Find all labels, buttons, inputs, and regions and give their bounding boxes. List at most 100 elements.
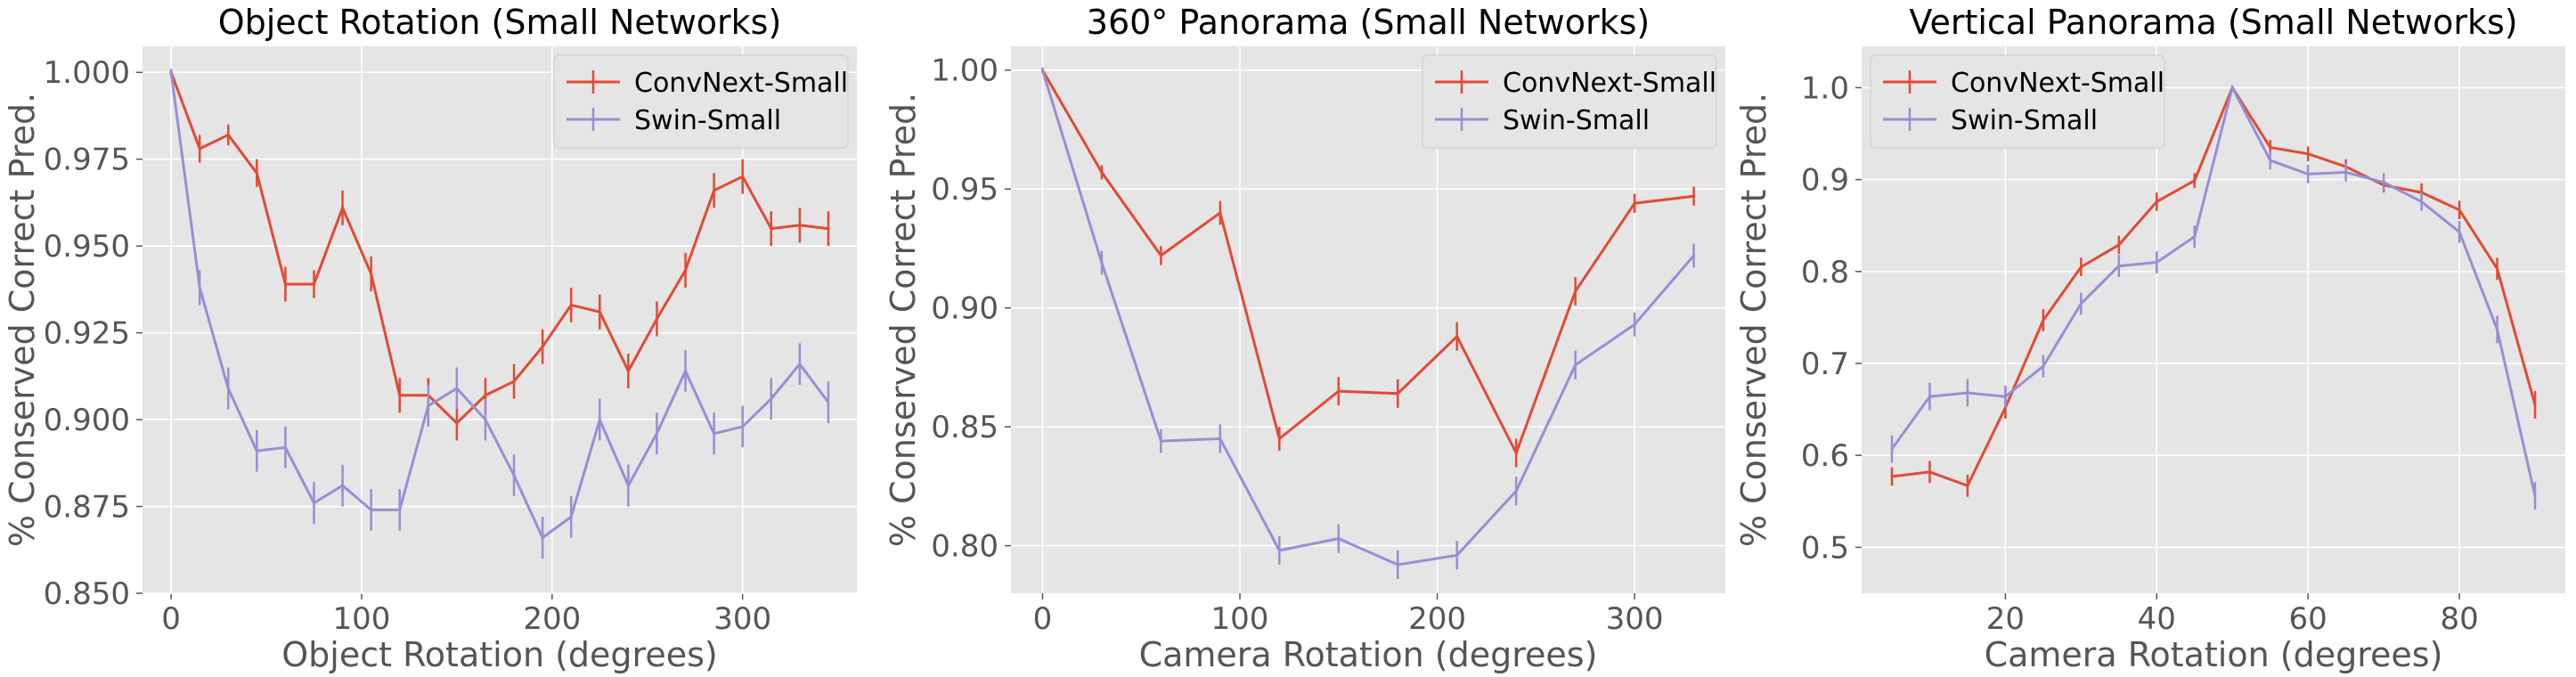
- data-point: [2269, 159, 2272, 162]
- data-point: [1574, 363, 1577, 367]
- data-point: [1455, 335, 1459, 338]
- data-point: [226, 387, 230, 390]
- data-point: [1219, 211, 1222, 215]
- data-point: [2269, 146, 2272, 150]
- data-point: [1890, 447, 1894, 451]
- data-point: [1633, 201, 1636, 205]
- legend-label: ConvNext-Small: [634, 68, 848, 99]
- data-point: [1396, 563, 1399, 567]
- data-point: [2117, 265, 2121, 268]
- series-line-convnext-small: [169, 71, 829, 426]
- y-axis-label: % Conserved Correct Pred.: [1734, 93, 1773, 547]
- data-point: [1396, 392, 1399, 396]
- x-tick-label: 80: [2440, 601, 2478, 637]
- data-point: [370, 508, 373, 511]
- data-point: [455, 387, 459, 390]
- legend: ConvNext-Small Swin-Small: [1870, 54, 2165, 149]
- data-point: [255, 171, 258, 175]
- data-point: [1692, 254, 1696, 257]
- data-layer: [169, 69, 830, 559]
- chart-title: 360° Panorama (Small Networks): [1087, 3, 1650, 42]
- x-tick-label: 100: [332, 601, 390, 637]
- data-point: [684, 268, 688, 272]
- y-tick-label: 0.925: [44, 316, 130, 352]
- data-point: [655, 317, 658, 321]
- data-point: [598, 418, 601, 421]
- data-point: [2155, 200, 2158, 203]
- data-point: [1159, 439, 1162, 443]
- x-tick-label: 200: [523, 601, 581, 637]
- legend-box: [1422, 54, 1717, 149]
- data-point: [541, 536, 544, 540]
- x-tick-label: 200: [1408, 601, 1466, 637]
- y-tick-label: 0.6: [1801, 438, 1849, 474]
- data-point: [283, 445, 287, 449]
- data-point: [741, 175, 745, 178]
- data-point: [1159, 254, 1162, 257]
- series-line-convnext-small: [1041, 69, 1694, 457]
- y-tick-label: 0.875: [44, 490, 130, 526]
- legend-label: ConvNext-Small: [1951, 68, 2164, 99]
- data-point: [798, 363, 802, 366]
- data-point: [283, 282, 287, 286]
- data-point: [1219, 436, 1222, 440]
- data-point: [398, 394, 402, 397]
- data-point: [2079, 265, 2083, 269]
- data-point: [1928, 395, 1931, 398]
- data-point: [713, 432, 716, 436]
- legend-box: [553, 54, 849, 149]
- legend-label: Swin-Small: [1951, 105, 2098, 136]
- y-tick-label: 0.85: [931, 410, 999, 445]
- data-point: [427, 404, 430, 407]
- data-point: [626, 484, 630, 487]
- data-point: [1514, 489, 1518, 493]
- data-point: [2193, 179, 2197, 183]
- data-point: [741, 425, 745, 428]
- data-point: [1966, 391, 1969, 395]
- data-point: [1277, 549, 1281, 552]
- data-point: [713, 189, 716, 192]
- data-point: [626, 370, 630, 373]
- series-line-swin-small: [1040, 69, 1695, 567]
- x-axis-label: Object Rotation (degrees): [281, 635, 717, 674]
- chart-title: Object Rotation (Small Networks): [218, 3, 782, 42]
- data-point: [1928, 470, 1931, 474]
- data-point: [2382, 181, 2385, 184]
- y-axis-label: % Conserved Correct Pred.: [884, 93, 923, 547]
- chart-panel-2: 0 100 200 300 0.80 0.85 0.90 0.95 1.00 360° Panor…: [884, 3, 1725, 674]
- series-line-convnext-small: [1891, 85, 2537, 488]
- y-tick-label: 0.7: [1801, 347, 1849, 382]
- y-tick-label: 1.0: [1801, 70, 1849, 106]
- data-layer: [1890, 84, 2537, 510]
- data-point: [1574, 290, 1577, 293]
- data-point: [770, 227, 773, 231]
- data-point: [398, 508, 402, 511]
- data-point: [226, 133, 230, 136]
- data-point: [484, 418, 487, 421]
- data-point: [484, 394, 487, 397]
- y-tick-label: 0.5: [1801, 530, 1849, 566]
- data-point: [1692, 194, 1696, 198]
- y-tick-label: 0.80: [931, 529, 999, 565]
- y-tick-label: 0.900: [44, 403, 130, 438]
- y-axis-label: % Conserved Correct Pred.: [3, 93, 42, 547]
- data-point: [512, 473, 516, 477]
- data-point: [598, 310, 601, 314]
- data-point: [2533, 494, 2537, 498]
- data-point: [198, 286, 201, 290]
- x-tick-label: 300: [713, 601, 771, 637]
- data-point: [2458, 208, 2461, 212]
- data-point: [312, 282, 315, 286]
- data-point: [198, 147, 201, 151]
- data-point: [2458, 230, 2461, 233]
- data-point: [2117, 243, 2121, 247]
- data-point: [1514, 451, 1518, 454]
- x-axis-label: Camera Rotation (degrees): [1985, 635, 2443, 674]
- y-tick-label: 0.9: [1801, 163, 1849, 199]
- x-tick-label: 100: [1211, 601, 1269, 637]
- data-point: [370, 272, 373, 275]
- legend: ConvNext-Small Swin-Small: [553, 54, 849, 149]
- data-point: [341, 206, 345, 209]
- data-point: [1337, 389, 1341, 393]
- data-point: [2042, 319, 2045, 322]
